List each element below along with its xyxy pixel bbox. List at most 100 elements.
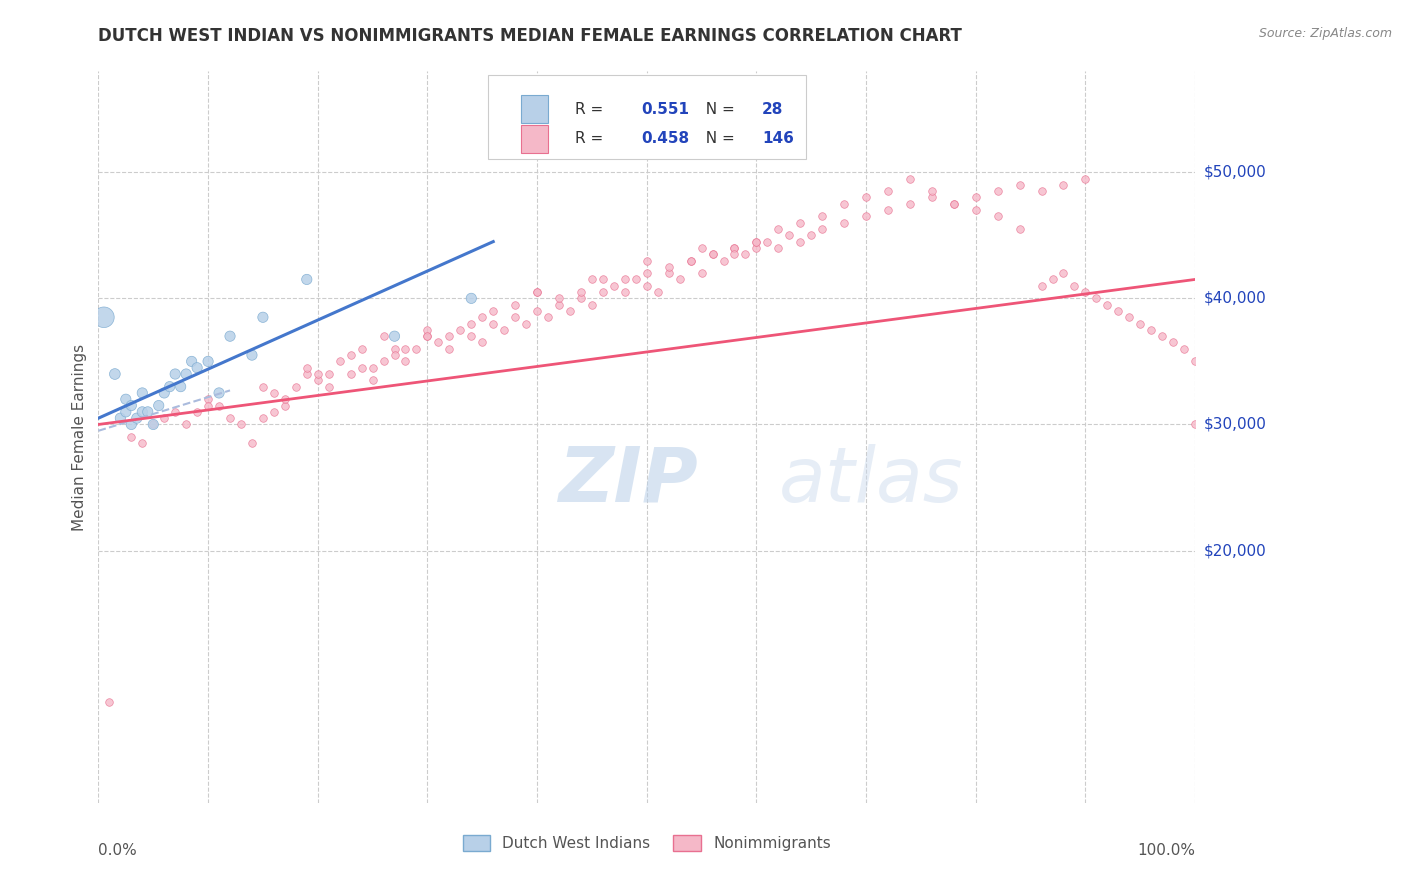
Point	[811, 222, 834, 236]
Point	[229, 417, 252, 432]
Point	[460, 291, 482, 305]
Point	[274, 399, 297, 413]
Point	[165, 367, 187, 381]
Point	[165, 405, 187, 419]
Point	[174, 367, 197, 381]
Point	[307, 373, 329, 387]
Text: R =: R =	[575, 102, 609, 117]
Point	[439, 342, 461, 356]
Point	[208, 399, 231, 413]
Point	[384, 348, 406, 362]
Point	[180, 354, 202, 368]
Text: Source: ZipAtlas.com: Source: ZipAtlas.com	[1258, 27, 1392, 40]
Point	[494, 323, 516, 337]
Point	[1074, 171, 1097, 186]
Text: $40,000: $40,000	[1204, 291, 1267, 306]
Point	[471, 335, 494, 350]
FancyBboxPatch shape	[488, 75, 806, 159]
Point	[877, 203, 900, 218]
Point	[416, 329, 439, 343]
Text: $50,000: $50,000	[1204, 165, 1267, 180]
Point	[690, 266, 713, 280]
Point	[921, 190, 943, 204]
Point	[768, 222, 790, 236]
Point	[592, 285, 614, 299]
Point	[965, 203, 987, 218]
Point	[713, 253, 735, 268]
Point	[197, 399, 219, 413]
Point	[1129, 317, 1152, 331]
Point	[832, 216, 855, 230]
Text: 0.551: 0.551	[641, 102, 689, 117]
Point	[855, 190, 877, 204]
Point	[350, 342, 373, 356]
Text: 100.0%: 100.0%	[1137, 843, 1195, 858]
Point	[295, 272, 318, 286]
Text: $20,000: $20,000	[1204, 543, 1267, 558]
Point	[449, 323, 471, 337]
Point	[1184, 354, 1206, 368]
Point	[811, 210, 834, 224]
Point	[668, 272, 690, 286]
Point	[197, 354, 219, 368]
Point	[942, 196, 965, 211]
Point	[120, 399, 142, 413]
Point	[526, 285, 548, 299]
Point	[460, 317, 482, 331]
Point	[1118, 310, 1140, 325]
Point	[361, 373, 384, 387]
Point	[295, 360, 318, 375]
Point	[339, 367, 361, 381]
Point	[1074, 285, 1097, 299]
Point	[756, 235, 779, 249]
Point	[148, 399, 170, 413]
Point	[394, 354, 416, 368]
Point	[1052, 178, 1074, 192]
Point	[125, 411, 148, 425]
Legend: Dutch West Indians, Nonimmigrants: Dutch West Indians, Nonimmigrants	[457, 830, 837, 857]
Point	[131, 386, 153, 401]
Text: 146: 146	[762, 131, 794, 146]
Point	[832, 196, 855, 211]
Point	[142, 417, 165, 432]
Point	[252, 411, 274, 425]
Point	[274, 392, 297, 407]
Point	[581, 272, 603, 286]
Point	[603, 278, 626, 293]
Point	[702, 247, 724, 261]
Point	[384, 342, 406, 356]
Text: N =: N =	[696, 131, 740, 146]
Point	[613, 285, 636, 299]
Point	[136, 405, 159, 419]
Point	[537, 310, 560, 325]
Point	[789, 235, 811, 249]
Point	[503, 298, 526, 312]
Point	[778, 228, 800, 243]
Point	[373, 329, 395, 343]
Point	[526, 285, 548, 299]
Point	[373, 354, 395, 368]
Point	[471, 310, 494, 325]
Point	[1152, 329, 1174, 343]
Point	[800, 228, 823, 243]
Point	[252, 379, 274, 393]
Point	[405, 342, 427, 356]
Text: 0.0%: 0.0%	[98, 843, 138, 858]
Point	[439, 329, 461, 343]
Point	[548, 291, 571, 305]
Point	[581, 298, 603, 312]
Bar	[520, 95, 548, 123]
Point	[384, 329, 406, 343]
Point	[1008, 222, 1031, 236]
Point	[679, 253, 702, 268]
Point	[98, 695, 121, 709]
Point	[93, 310, 115, 325]
Point	[898, 196, 921, 211]
Point	[569, 291, 592, 305]
Point	[110, 411, 132, 425]
Point	[339, 348, 361, 362]
Point	[104, 367, 127, 381]
Point	[515, 317, 537, 331]
Point	[1107, 304, 1129, 318]
Point	[208, 386, 231, 401]
